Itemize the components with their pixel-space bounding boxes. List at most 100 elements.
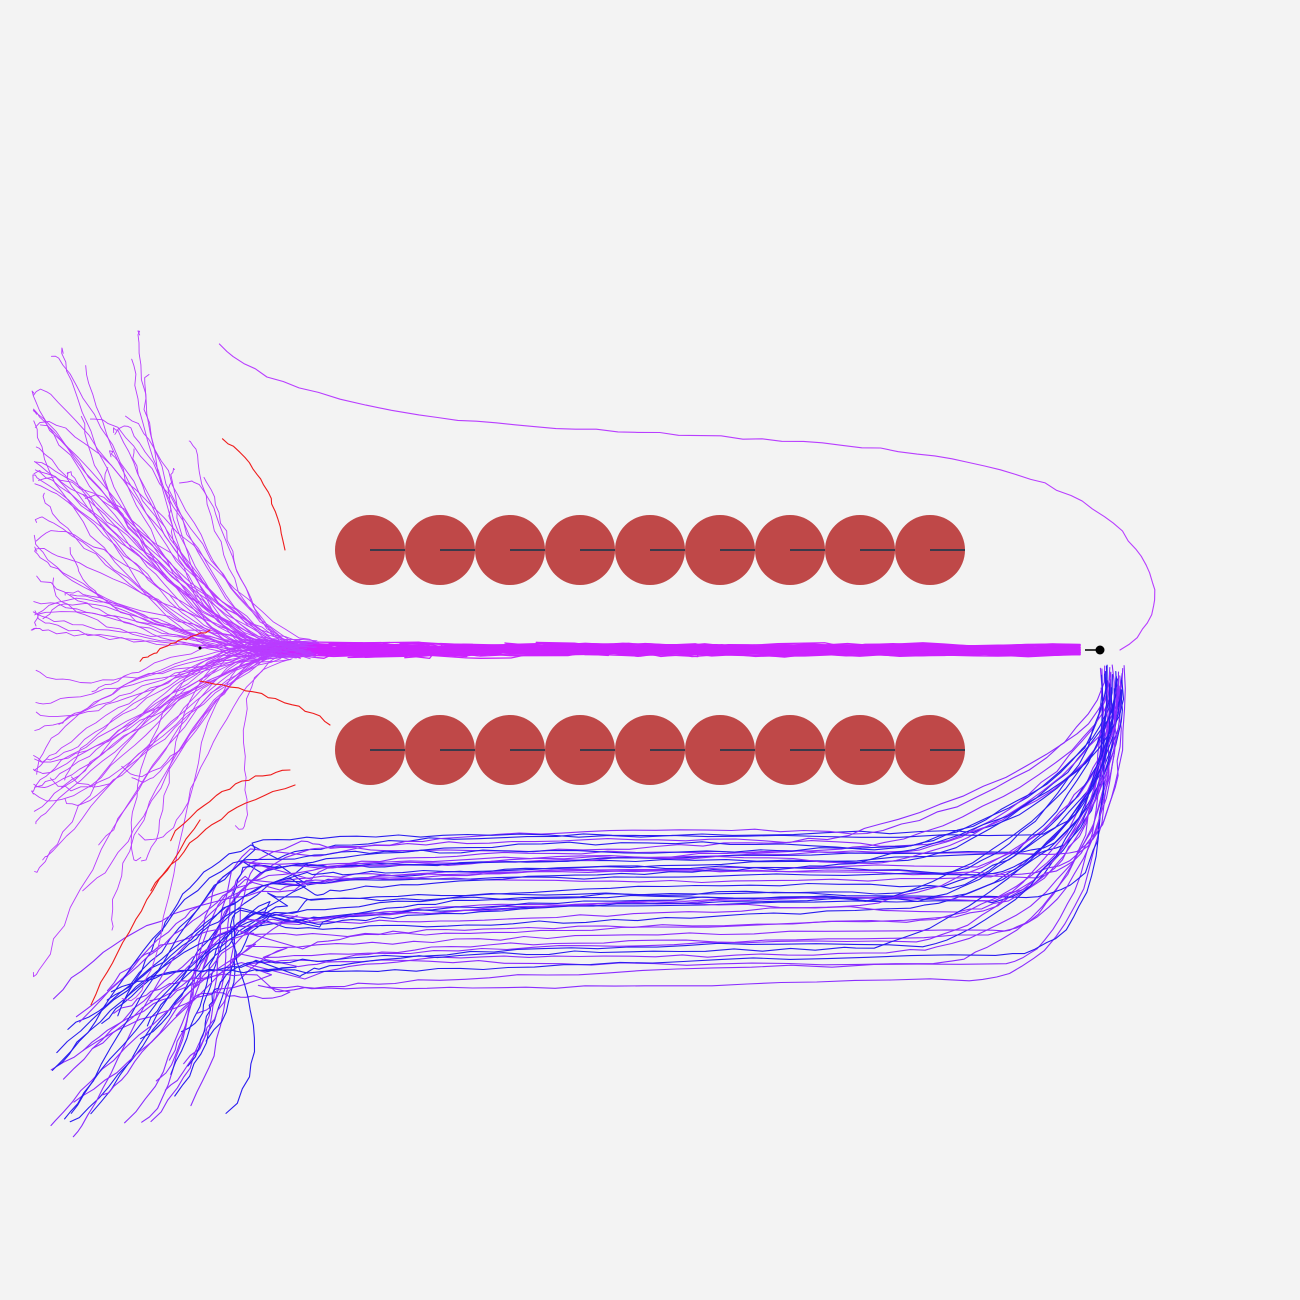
obstacle — [895, 715, 965, 785]
trajectory-fan — [39, 424, 281, 649]
trajectory-lower — [225, 670, 1118, 1114]
obstacle — [405, 515, 475, 585]
trajectory-fan — [34, 469, 312, 655]
trajectory-fan — [35, 643, 280, 717]
trajectory-lower — [187, 673, 1108, 1067]
trajectory-lower — [91, 687, 1109, 1050]
trajectory-lower — [106, 688, 1122, 1001]
trajectory-fan — [69, 546, 265, 654]
trajectory-fan — [138, 658, 293, 841]
trajectory-fan — [33, 420, 273, 656]
trajectory-fan — [33, 408, 262, 645]
trajectory-lower — [82, 688, 1116, 1052]
obstacle — [545, 715, 615, 785]
trajectory-fan — [66, 471, 262, 657]
trajectory-fan — [34, 483, 290, 658]
obstacle — [475, 515, 545, 585]
obstacle — [335, 715, 405, 785]
obstacle — [405, 715, 475, 785]
trajectory-fan — [33, 601, 317, 649]
trajectory-fan — [82, 640, 317, 892]
trajectory-lower — [70, 687, 1114, 1114]
trajectory-lower — [106, 678, 1112, 992]
trajectory-fan — [32, 659, 292, 978]
trajectory-fan — [42, 654, 277, 861]
trajectory-fan — [234, 651, 315, 830]
trajectory-fan — [188, 440, 309, 645]
goal-dot — [1095, 645, 1105, 655]
trajectory-fan — [36, 643, 275, 775]
trajectory-lower — [101, 683, 1111, 1024]
trajectory-fan — [33, 653, 270, 763]
trajectory-lower — [164, 667, 1104, 1091]
trajectory-fan — [34, 639, 275, 788]
trajectory-lower — [113, 668, 1104, 1014]
trajectory-fan — [89, 418, 317, 657]
trajectory-lower — [79, 665, 1126, 1023]
trajectory-fan — [58, 652, 276, 725]
trajectory-lower — [56, 664, 1108, 1054]
obstacle — [825, 715, 895, 785]
trajectory-fan — [111, 658, 282, 931]
trajectory-fan — [34, 656, 268, 731]
trajectory-failed — [90, 819, 201, 1006]
trajectory-fan — [35, 654, 320, 705]
obstacle — [825, 515, 895, 585]
trajectory-center — [277, 648, 1081, 657]
trajectory-fan — [36, 575, 268, 657]
trajectory-lower — [121, 673, 1123, 1006]
trajectory-lower — [141, 668, 1124, 1123]
trajectory-lower — [155, 666, 1111, 1082]
trajectory-fan — [131, 358, 282, 643]
obstacle — [615, 715, 685, 785]
trajectory-fan — [179, 480, 302, 647]
trajectory-fan — [61, 347, 277, 658]
obstacle — [895, 515, 965, 585]
obstacle — [685, 715, 755, 785]
goal-layer — [198, 645, 1105, 655]
trajectory-fan — [125, 415, 315, 649]
obstacle — [755, 715, 825, 785]
trajectory-lower — [50, 683, 1117, 1071]
trajectory-fan — [34, 546, 265, 651]
trajectory-fan — [114, 425, 311, 660]
trajectory-lower — [190, 684, 1111, 1107]
obstacle — [755, 515, 825, 585]
trajectory-center — [276, 647, 1081, 657]
obstacle-layer — [335, 515, 965, 785]
trajectory-fan — [34, 421, 319, 644]
trajectory-lower — [183, 672, 1112, 1065]
trajectory-fan — [34, 643, 264, 873]
trajectory-lower — [196, 665, 1106, 1014]
obstacle — [335, 515, 405, 585]
trajectory-center — [268, 647, 1081, 659]
trajectory-lower — [124, 675, 1122, 1124]
trajectory-lower — [67, 686, 1103, 1030]
obstacle — [545, 515, 615, 585]
trajectory-fan — [130, 643, 262, 862]
trajectory-fan — [121, 650, 275, 1002]
trajectory-lower — [170, 677, 1117, 1075]
trajectory-upper — [218, 343, 1156, 651]
trajectory-lower — [72, 664, 1117, 1138]
trajectory-fan — [33, 470, 304, 652]
trajectory-lower — [62, 684, 1121, 1080]
trajectory-fan — [170, 468, 273, 657]
trajectory-fan — [35, 530, 265, 643]
trajectory-fan — [109, 450, 264, 657]
obstacle — [615, 515, 685, 585]
trajectory-fan — [140, 639, 282, 862]
trajectory-fan — [33, 534, 270, 644]
trajectory-failed — [221, 438, 286, 551]
trajectory-failed — [170, 769, 291, 842]
trajectory-fan — [33, 653, 268, 812]
trajectory-fan — [34, 516, 269, 661]
trajectory-fan — [34, 547, 304, 647]
trajectory-layer — [30, 330, 1156, 1138]
trajectory-center — [250, 642, 1081, 652]
trajectory-failed — [139, 629, 211, 662]
trajectory-lower — [55, 684, 1111, 1068]
obstacle — [685, 515, 755, 585]
trajectory-lower — [50, 687, 1118, 1127]
